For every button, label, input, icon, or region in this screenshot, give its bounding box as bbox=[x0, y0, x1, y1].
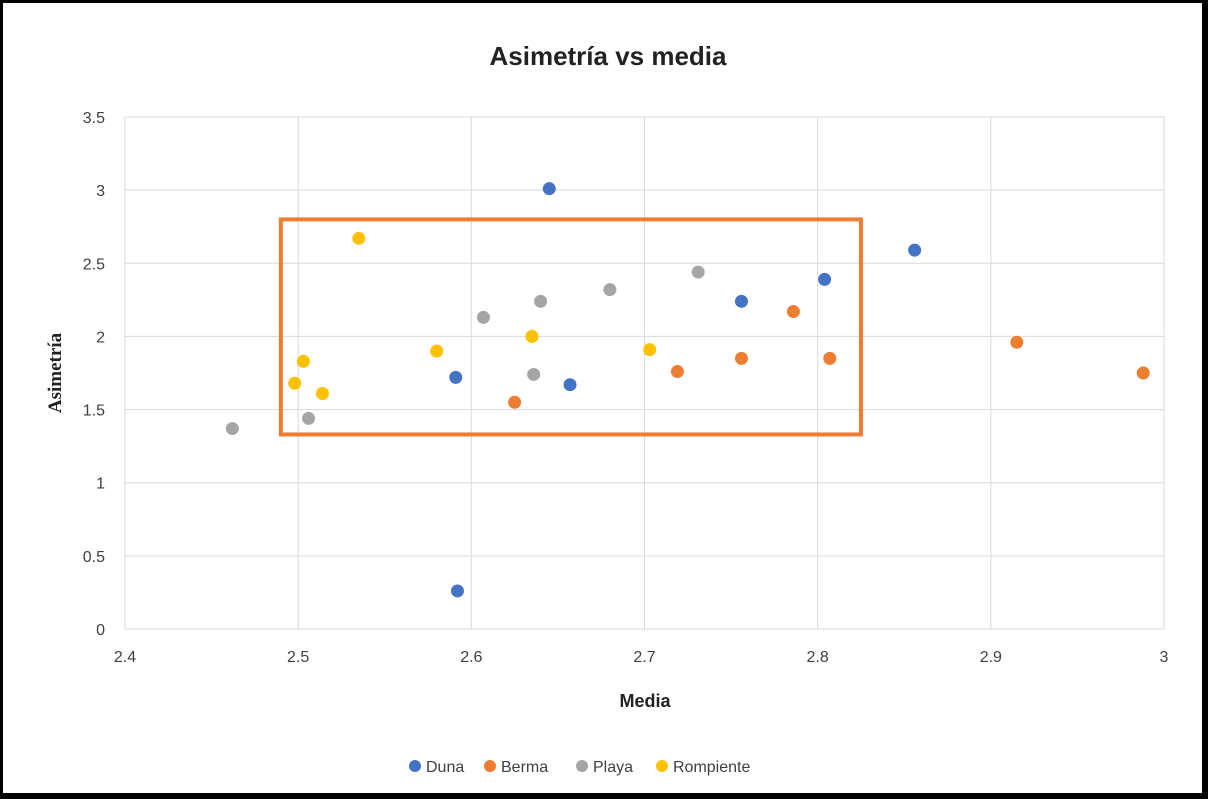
point-duna bbox=[734, 294, 748, 308]
point-playa bbox=[534, 294, 548, 308]
x-tick-label: 2.4 bbox=[114, 649, 136, 666]
gridlines bbox=[124, 116, 1165, 630]
point-berma bbox=[670, 365, 684, 379]
point-duna bbox=[450, 584, 464, 598]
point-rompiente bbox=[296, 354, 310, 368]
y-tick-label: 2.5 bbox=[83, 256, 105, 273]
legend-label: Rompiente bbox=[673, 759, 750, 776]
legend-marker-rompiente bbox=[656, 760, 668, 772]
point-rompiente bbox=[430, 344, 444, 358]
point-duna bbox=[818, 272, 832, 286]
legend-marker-berma bbox=[484, 760, 496, 772]
point-duna bbox=[563, 378, 577, 392]
point-playa bbox=[302, 411, 316, 425]
y-tick-label: 0.5 bbox=[83, 549, 105, 566]
legend-marker-duna bbox=[409, 760, 421, 772]
point-playa bbox=[527, 367, 541, 381]
point-berma bbox=[508, 395, 522, 409]
x-tick-label: 2.6 bbox=[460, 649, 482, 666]
point-duna bbox=[542, 182, 556, 196]
point-berma bbox=[734, 351, 748, 365]
y-tick-label: 3 bbox=[96, 183, 105, 200]
legend-label: Berma bbox=[501, 759, 548, 776]
point-rompiente bbox=[643, 343, 657, 357]
point-rompiente bbox=[352, 231, 366, 245]
y-tick-label: 2 bbox=[96, 329, 105, 346]
chart-title: Asimetría vs media bbox=[489, 41, 727, 71]
legend-label: Playa bbox=[593, 759, 633, 776]
point-playa bbox=[603, 283, 617, 297]
point-berma bbox=[786, 305, 800, 319]
y-tick-label: 0 bbox=[96, 622, 105, 639]
point-rompiente bbox=[315, 386, 329, 400]
point-playa bbox=[225, 422, 239, 436]
point-playa bbox=[691, 265, 705, 279]
point-duna bbox=[449, 370, 463, 384]
y-tick-label: 3.5 bbox=[83, 110, 105, 127]
y-tick-label: 1 bbox=[96, 476, 105, 493]
scatter-chart: 2.4 2.5 2.6 2.7 2.8 2.9 3 0 0.5 1 1.5 2 2.5 3 3.5 Asim… bbox=[45, 41, 1169, 776]
point-playa bbox=[476, 310, 490, 324]
x-axis-label: Media bbox=[619, 691, 671, 711]
data-points bbox=[225, 182, 1150, 598]
x-tick-label: 3 bbox=[1160, 649, 1169, 666]
x-tick-label: 2.8 bbox=[807, 649, 829, 666]
legend: Duna Berma Playa Rompiente bbox=[409, 759, 750, 776]
legend-label: Duna bbox=[426, 759, 464, 776]
point-berma bbox=[1010, 335, 1024, 349]
highlight-rectangle bbox=[278, 217, 863, 437]
annotation-layer bbox=[278, 217, 863, 437]
y-tick-label: 1.5 bbox=[83, 403, 105, 420]
x-tick-label: 2.9 bbox=[980, 649, 1002, 666]
x-tick-label: 2.7 bbox=[633, 649, 655, 666]
x-tick-label: 2.5 bbox=[287, 649, 309, 666]
point-rompiente bbox=[288, 376, 302, 390]
point-berma bbox=[823, 351, 837, 365]
legend-marker-playa bbox=[576, 760, 588, 772]
y-axis-label: Asimetría bbox=[45, 332, 66, 413]
point-berma bbox=[1136, 366, 1150, 380]
point-duna bbox=[908, 243, 922, 257]
point-rompiente bbox=[525, 329, 539, 343]
axis-ticks: 2.4 2.5 2.6 2.7 2.8 2.9 3 0 0.5 1 1.5 2 2.5 3 3.5 bbox=[83, 110, 1169, 666]
